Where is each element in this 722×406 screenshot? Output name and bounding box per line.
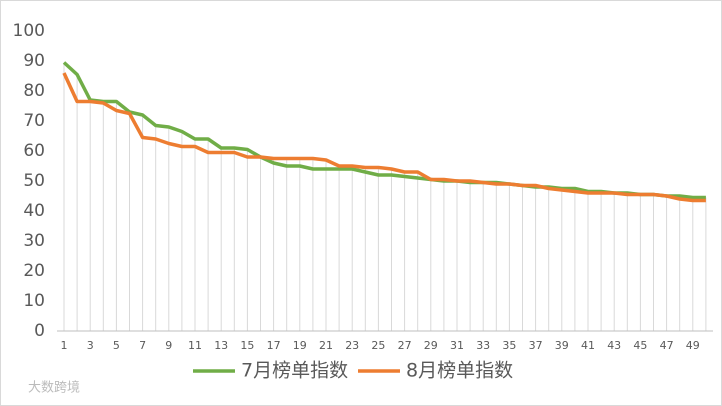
x-tick-label: 49 — [686, 339, 700, 352]
x-tick-label: 15 — [240, 339, 254, 352]
x-tick-label: 27 — [398, 339, 412, 352]
x-tick-label: 23 — [345, 339, 359, 352]
x-tick-label: 21 — [319, 339, 333, 352]
legend-label: 8月榜单指数 — [406, 360, 513, 382]
x-tick-label: 35 — [502, 339, 516, 352]
x-tick-label: 33 — [476, 339, 490, 352]
x-tick-label: 39 — [555, 339, 569, 352]
x-tick-label: 13 — [214, 339, 228, 352]
y-tick-label: 0 — [34, 321, 45, 341]
legend-label: 7月榜单指数 — [241, 360, 348, 382]
x-tick-label: 3 — [87, 339, 94, 352]
x-tick-label: 7 — [139, 339, 146, 352]
x-tick-label: 37 — [529, 339, 543, 352]
line-series — [62, 72, 706, 203]
y-tick-label: 60 — [23, 141, 45, 161]
y-tick-label: 90 — [23, 51, 45, 71]
y-tick-label: 40 — [23, 201, 45, 221]
y-tick-label: 70 — [23, 111, 45, 131]
x-tick-label: 45 — [633, 339, 647, 352]
x-tick-label: 43 — [607, 339, 621, 352]
x-tick-label: 47 — [660, 339, 674, 352]
y-tick-label: 100 — [13, 21, 45, 41]
y-tick-label: 80 — [23, 81, 45, 101]
x-tick-label: 9 — [165, 339, 172, 352]
watermark: 大数跨境 — [28, 381, 80, 396]
x-tick-label: 17 — [267, 339, 281, 352]
y-tick-label: 30 — [23, 231, 45, 251]
y-tick-label: 50 — [23, 171, 45, 191]
x-tick-label: 5 — [113, 339, 120, 352]
y-tick-label: 10 — [23, 291, 45, 311]
x-tick-label: 11 — [188, 339, 202, 352]
x-tick-label: 41 — [581, 339, 595, 352]
x-tick-label: 29 — [424, 339, 438, 352]
x-tick-label: 19 — [293, 339, 307, 352]
x-tick-label: 1 — [61, 339, 68, 352]
x-tick-label: 25 — [371, 339, 385, 352]
y-tick-label: 20 — [23, 261, 45, 281]
x-tick-label: 31 — [450, 339, 464, 352]
